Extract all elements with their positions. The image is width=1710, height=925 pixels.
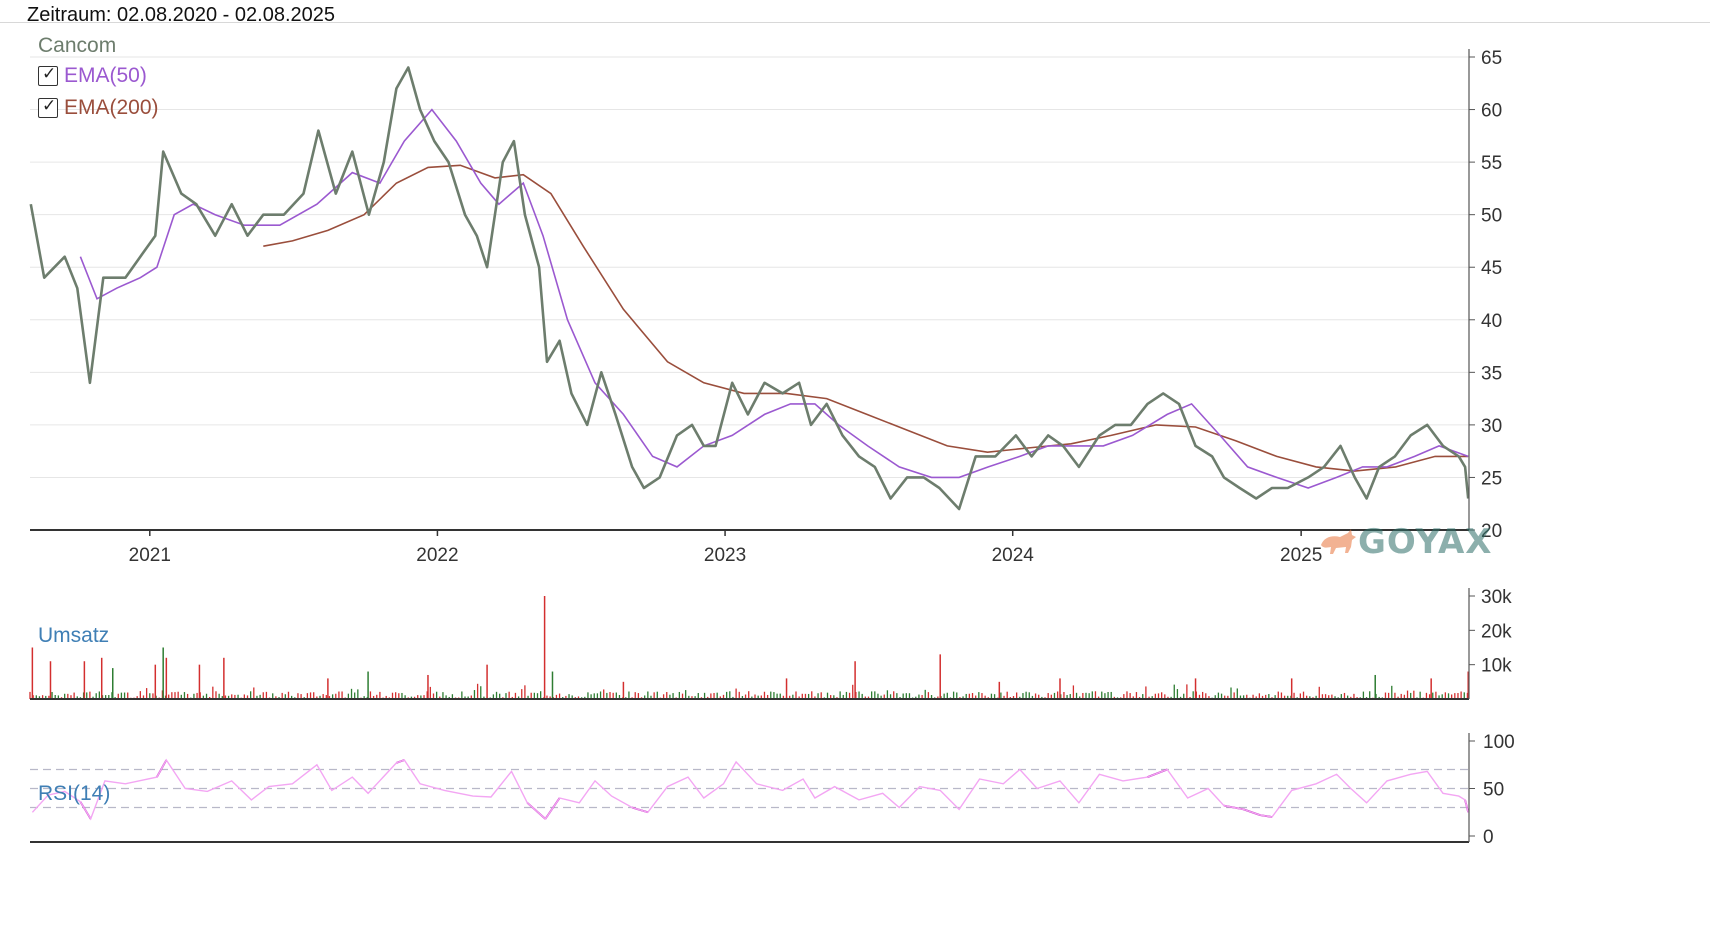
rsi-panel-title: RSI(14)	[38, 782, 111, 805]
ema50-label: EMA(50)	[64, 64, 147, 87]
price-line	[29, 66, 1470, 511]
volume-y-tick-label: 30k	[1481, 587, 1512, 608]
x-tick-label: 2024	[992, 545, 1035, 566]
volume-panel-title: Umsatz	[38, 624, 110, 647]
rsi-reference-lines	[30, 759, 1470, 820]
rsi-y-tick-label: 50	[1483, 780, 1504, 801]
ema200-checkbox[interactable]: ✓	[38, 96, 58, 118]
volume-y-tick-label: 20k	[1481, 621, 1512, 642]
volume-y-tick-label: 10k	[1481, 656, 1512, 677]
rsi-y-tick-label: 0	[1483, 827, 1494, 848]
price-y-tick-label: 20	[1481, 521, 1502, 542]
price-y-tick-label: 55	[1481, 153, 1502, 174]
ema50-line	[79, 108, 1469, 489]
price-y-tick-label: 65	[1481, 48, 1502, 69]
price-y-tick-label: 35	[1481, 363, 1502, 384]
price-y-tick-label: 40	[1481, 311, 1502, 332]
header-bar: Zeitraum: 02.08.2020 - 02.08.2025	[0, 0, 1710, 26]
price-grid	[30, 56, 1469, 478]
instrument-title: Cancom	[38, 34, 117, 57]
bull-icon	[1321, 529, 1356, 554]
ema200-line	[263, 164, 1469, 472]
period-label: Zeitraum: 02.08.2020 - 02.08.2025	[27, 4, 335, 26]
check-icon: ✓	[42, 96, 57, 116]
price-y-tick-label: 45	[1481, 258, 1502, 279]
rsi-line	[31, 758, 1469, 821]
x-tick-label: 2023	[704, 545, 746, 566]
ema50-checkbox[interactable]: ✓	[38, 64, 58, 86]
price-y-tick-label: 25	[1481, 468, 1502, 489]
x-tick-label: 2022	[416, 545, 458, 566]
goyax-watermark: GOYAX	[1318, 522, 1493, 562]
ema50-toggle[interactable]: ✓ EMA(50)	[38, 63, 147, 89]
price-y-tick-label: 60	[1481, 101, 1502, 122]
x-tick-label: 2021	[129, 545, 171, 566]
x-tick-label: 2025	[1280, 545, 1322, 566]
volume-bars	[29, 596, 1469, 699]
ema200-toggle[interactable]: ✓ EMA(200)	[38, 95, 159, 121]
ema200-label: EMA(200)	[64, 96, 159, 119]
watermark-text: GOYAX	[1358, 522, 1493, 562]
price-y-tick-label: 50	[1481, 206, 1502, 227]
rsi-y-tick-label: 100	[1483, 732, 1515, 753]
check-icon: ✓	[42, 64, 57, 84]
price-y-tick-label: 30	[1481, 416, 1502, 437]
